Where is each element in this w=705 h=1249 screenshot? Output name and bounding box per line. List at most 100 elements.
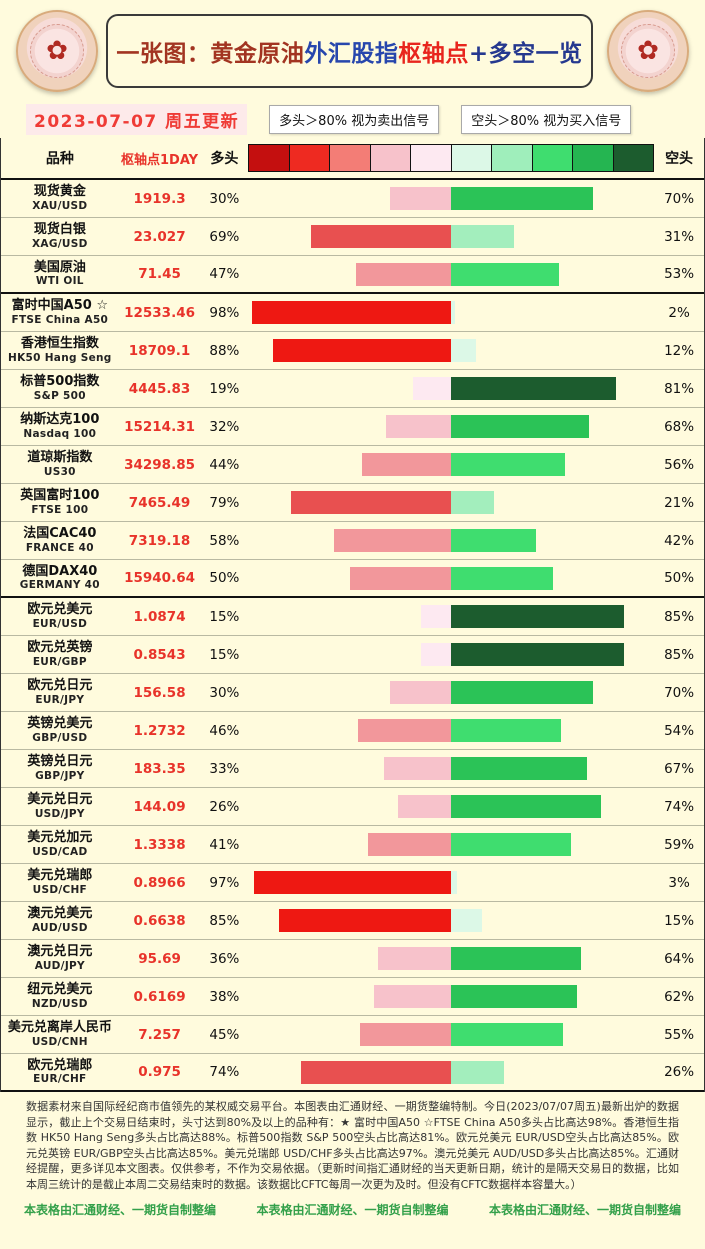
long-bar [412, 377, 452, 400]
short-bar-track [451, 377, 654, 400]
short-bar-track [451, 947, 654, 970]
table-row: 英国富时100 FTSE 100 7465.49 79% 21% [1, 484, 704, 522]
pivot-value: 18709.1 [128, 342, 191, 359]
footer-credits: 本表格由汇通财经、一期货自制整编 本表格由汇通财经、一期货自制整编 本表格由汇通… [24, 1201, 681, 1218]
scale-cell [330, 145, 371, 171]
instrument-symbol: GBP/JPY [35, 769, 85, 782]
long-percent: 38% [209, 988, 240, 1005]
short-percent: 64% [664, 950, 695, 967]
long-percent: 15% [209, 608, 240, 625]
instrument-name-cn: 法国CAC40 [23, 526, 97, 541]
instrument-symbol: FTSE China A50 [11, 313, 109, 326]
pivot-value: 0.8543 [133, 646, 186, 663]
table-row: 美元兑日元 USD/JPY 144.09 26% 74% [1, 788, 704, 826]
long-percent: 26% [209, 798, 240, 815]
pivot-value: 15940.64 [124, 570, 195, 586]
long-bar-track [248, 947, 452, 970]
short-bar [451, 985, 578, 1008]
long-bar-track [248, 262, 452, 286]
instrument-name: 富时中国A50 ☆ FTSE China A50 [1, 298, 119, 326]
instrument-name-cn: 美国原油 [33, 259, 86, 275]
instrument-name: 道琼斯指数 US30 [1, 450, 119, 478]
long-percent: 32% [209, 418, 240, 435]
short-bar-track [451, 339, 654, 362]
table-row: 欧元兑英镑 EUR/GBP 0.8543 15% 85% [1, 636, 704, 674]
table-row: 美国原油 WTI OIL 71.45 47% 53% [1, 256, 704, 294]
short-bar [451, 795, 602, 818]
short-bar-track [451, 566, 654, 590]
pivot-value: 183.35 [133, 760, 186, 777]
long-percent: 19% [209, 380, 240, 397]
short-bar [451, 453, 565, 476]
long-percent: 50% [209, 570, 240, 586]
col-header-short: 空头 [665, 151, 694, 167]
long-bar-track [248, 187, 452, 210]
short-bar-track [451, 262, 654, 286]
instrument-symbol: XAU/USD [32, 199, 88, 212]
instrument-symbol: HK50 Hang Seng [8, 351, 112, 364]
instrument-name-cn: 澳元兑日元 [27, 944, 93, 959]
short-bar-track [451, 529, 654, 552]
instrument-symbol: Nasdaq 100 [23, 427, 97, 440]
short-percent: 55% [664, 1026, 695, 1043]
pivot-value: 0.8966 [133, 874, 186, 891]
pivot-value: 0.6638 [133, 912, 186, 929]
col-header-pivot: 枢轴点1DAY [121, 152, 199, 168]
table-row: 澳元兑日元 AUD/JPY 95.69 36% 64% [1, 940, 704, 978]
instrument-name-cn: 欧元兑日元 [27, 678, 93, 693]
long-bar-track [248, 605, 452, 628]
instrument-name: 英镑兑日元 GBP/JPY [1, 754, 119, 782]
long-short-bar [248, 871, 654, 894]
instrument-symbol: EUR/GBP [32, 655, 87, 668]
long-bar [390, 187, 452, 210]
table-row: 欧元兑日元 EUR/JPY 156.58 30% 70% [1, 674, 704, 712]
long-percent: 85% [209, 912, 240, 929]
long-bar [349, 566, 452, 590]
table-row: 富时中国A50 ☆ FTSE China A50 12533.46 98% 2% [1, 294, 704, 332]
instrument-name-cn: 英镑兑美元 [27, 716, 93, 731]
long-bar-track [248, 719, 452, 742]
pivot-value: 1919.3 [133, 190, 186, 207]
long-percent: 44% [209, 456, 240, 473]
instrument-symbol: AUD/JPY [34, 959, 85, 972]
instrument-symbol: EUR/JPY [35, 693, 85, 706]
table-row: 现货黄金 XAU/USD 1919.3 30% 70% [1, 180, 704, 218]
instrument-symbol: S&P 500 [33, 389, 86, 402]
table-row: 纽元兑美元 NZD/USD 0.6169 38% 62% [1, 978, 704, 1016]
instrument-name: 英国富时100 FTSE 100 [1, 488, 119, 516]
instrument-name-cn: 道琼斯指数 [27, 450, 93, 465]
short-bar [451, 719, 561, 742]
long-short-bar [248, 795, 654, 818]
scale-cell [289, 145, 331, 171]
mooncake-inner: ✿ [621, 24, 675, 78]
long-bar-track [248, 985, 452, 1008]
short-percent: 31% [664, 228, 695, 245]
short-bar-track [451, 985, 654, 1008]
long-bar-track [248, 1023, 452, 1046]
scale-cell [451, 145, 493, 171]
col-header-long: 多头 [210, 151, 239, 167]
mooncake-inner: ✿ [30, 24, 84, 78]
long-short-bar [248, 187, 654, 210]
instrument-name-cn: 美元兑瑞郎 [27, 868, 93, 883]
instrument-name: 法国CAC40 FRANCE 40 [1, 526, 119, 554]
scale-cell [573, 145, 614, 171]
short-percent: 70% [664, 190, 695, 207]
instrument-name: 澳元兑美元 AUD/USD [1, 906, 119, 934]
table-row: 美元兑离岸人民币 USD/CNH 7.257 45% 55% [1, 1016, 704, 1054]
short-percent: 50% [664, 570, 695, 586]
short-bar [451, 643, 624, 666]
long-bar-track [248, 225, 452, 248]
instrument-symbol: USD/JPY [34, 807, 85, 820]
long-bar-track [248, 909, 452, 932]
short-percent: 12% [664, 342, 695, 359]
instrument-name-cn: 香港恒生指数 [20, 336, 99, 351]
short-bar [451, 491, 494, 514]
long-bar [361, 453, 452, 476]
short-percent: 85% [664, 608, 695, 625]
instrument-name: 香港恒生指数 HK50 Hang Seng [1, 336, 119, 364]
instrument-symbol: EUR/CHF [33, 1073, 87, 1086]
short-bar-track [451, 225, 654, 248]
page-title-segment: 外汇股指 [304, 41, 399, 67]
short-percent: 42% [664, 532, 695, 549]
